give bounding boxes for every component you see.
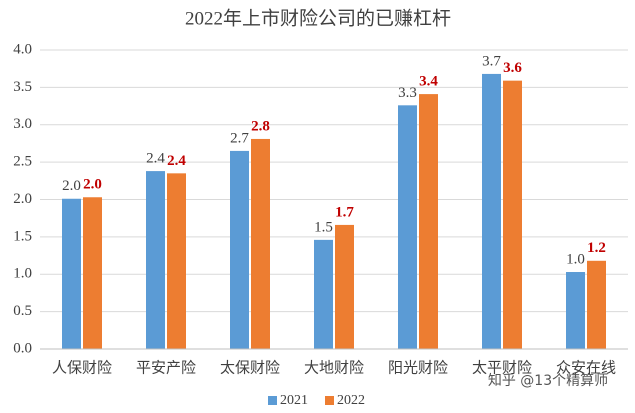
chart-title: 2022年上市财险公司的已赚杠杆: [185, 7, 451, 29]
value-label: 3.6: [503, 60, 522, 76]
legend-label: 2022: [337, 393, 365, 408]
value-label: 2.4: [167, 153, 186, 169]
value-label: 1.7: [335, 204, 354, 220]
value-label: 1.5: [314, 219, 333, 235]
watermark: 知乎 @13个精算师: [488, 372, 608, 389]
bar: [146, 171, 165, 349]
bar: [314, 239, 333, 349]
bar: [167, 173, 186, 349]
x-tick-label: 太保财险: [220, 359, 280, 376]
value-label: 2.0: [62, 178, 81, 194]
y-tick-label: 4.0: [13, 41, 32, 57]
y-tick-label: 2.5: [13, 154, 32, 170]
bar: [251, 138, 270, 349]
legend-swatch: [268, 396, 277, 405]
y-tick-label: 0.0: [13, 340, 32, 356]
x-tick-label: 阳光财险: [388, 359, 448, 376]
legend-swatch: [325, 396, 334, 405]
value-label: 3.3: [398, 85, 417, 101]
value-label: 1.2: [587, 240, 606, 256]
value-label: 3.7: [482, 53, 501, 69]
value-label: 1.0: [566, 251, 585, 267]
y-tick-label: 1.0: [13, 266, 32, 282]
value-label: 2.8: [251, 118, 270, 134]
bar: [566, 272, 585, 349]
bar: [503, 80, 522, 350]
y-tick-label: 2.0: [13, 191, 32, 207]
bar: [62, 198, 81, 349]
value-label: 2.4: [146, 151, 165, 167]
x-tick-label: 太平财险: [472, 359, 532, 376]
y-tick-label: 3.5: [13, 79, 32, 95]
bar: [335, 224, 354, 349]
value-label: 2.0: [83, 177, 102, 193]
y-tick-label: 1.5: [13, 228, 32, 244]
bar: [230, 150, 249, 349]
bar: [83, 197, 102, 349]
bar: [482, 73, 501, 350]
bar: [398, 105, 417, 349]
bar: [587, 260, 606, 349]
value-label: 2.7: [230, 130, 249, 146]
bar: [419, 94, 438, 349]
legend-label: 2021: [280, 393, 308, 408]
x-tick-label: 人保财险: [52, 359, 112, 376]
y-tick-label: 3.0: [13, 116, 32, 132]
value-label: 3.4: [419, 74, 438, 90]
x-tick-label: 平安产险: [136, 359, 196, 376]
x-tick-label: 大地财险: [304, 359, 364, 376]
y-tick-label: 0.5: [13, 303, 32, 319]
x-tick-label: 众安在线: [556, 359, 616, 376]
